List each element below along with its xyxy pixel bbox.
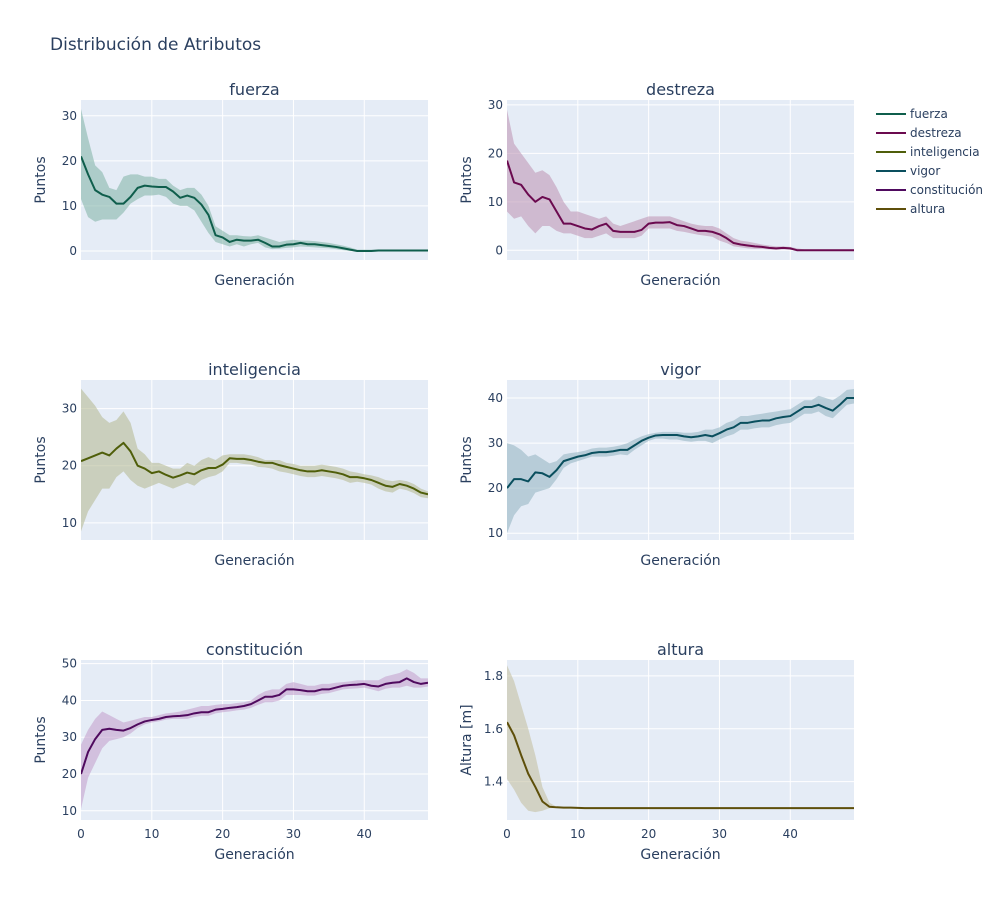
y-tick-label: 20 (488, 146, 503, 160)
subplot-title: inteligencia (208, 360, 301, 379)
subplot-title: altura (657, 640, 704, 659)
legend-label: fuerza (910, 107, 948, 121)
y-tick-label: 30 (488, 98, 503, 112)
subplot-title: constitución (206, 640, 303, 659)
y-tick-label: 40 (488, 391, 503, 405)
y-tick-label: 10 (488, 526, 503, 540)
y-tick-label: 30 (62, 730, 77, 744)
x-tick-label: 10 (144, 827, 159, 841)
y-tick-label: 1.8 (484, 669, 503, 683)
x-axis-title: Generación (640, 847, 720, 863)
subplot-grid: 0102030fuerzaGeneraciónPuntos0102030dest… (33, 80, 854, 863)
y-axis-title: Puntos (33, 716, 49, 763)
series-line-vigor (507, 397, 854, 489)
y-axis-title: Puntos (33, 156, 49, 203)
x-tick-label: 30 (712, 827, 727, 841)
y-tick-label: 0 (495, 243, 503, 257)
series-line-fuerza (81, 155, 428, 252)
x-axis-title: Generación (214, 273, 294, 289)
legend-label: constitución (910, 183, 983, 197)
y-tick-label: 10 (62, 804, 77, 818)
subplot-destreza: 0 10 20 30 destreza Generación Puntos (459, 80, 854, 289)
figure-title: Distribución de Atributos (50, 35, 261, 55)
y-tick-label: 50 (62, 657, 77, 671)
plot-area (507, 100, 854, 260)
legend-label: vigor (910, 164, 940, 178)
x-tick-label: 20 (641, 827, 656, 841)
y-tick-label: 0 (69, 244, 77, 258)
series-line-destreza (507, 160, 854, 252)
y-tick-label: 10 (62, 199, 77, 213)
confidence-band-vigor (507, 389, 854, 534)
x-axis-title: Generación (214, 847, 294, 863)
y-tick-label: 20 (488, 481, 503, 495)
series-line-constitucion (81, 677, 428, 775)
confidence-band-destreza (507, 109, 854, 251)
x-axis-title: Generación (640, 273, 720, 289)
series-line-inteligencia (81, 441, 428, 496)
y-tick-label: 30 (62, 402, 77, 416)
legend-label: inteligencia (910, 145, 980, 159)
y-tick-label: 30 (488, 436, 503, 450)
confidence-band-fuerza (81, 109, 428, 251)
y-tick-label: 20 (62, 459, 77, 473)
x-tick-label: 40 (783, 827, 798, 841)
subplot-title: destreza (646, 80, 715, 99)
y-axis-title: Puntos (459, 436, 475, 483)
y-tick-label: 20 (62, 767, 77, 781)
x-axis-title: Generación (640, 553, 720, 569)
y-tick-label: 30 (62, 109, 77, 123)
x-tick-label: 0 (503, 827, 511, 841)
series-line-altura (507, 721, 854, 810)
subplot-altura: 1.4 1.6 1.8 0 10 20 30 40 altura Generación Altura… (459, 640, 854, 863)
subplot-vigor: 10 20 30 40 vigor Generación Puntos (459, 360, 854, 569)
y-axis-title: Altura [m] (459, 704, 475, 775)
subplot-fuerza: 0 10 20 30 fuerza Generación Puntos (33, 80, 428, 289)
y-tick-label: 40 (62, 693, 77, 707)
x-axis-title: Generación (214, 553, 294, 569)
x-tick-label: 40 (357, 827, 372, 841)
legend-label: altura (910, 202, 945, 216)
y-axis-title: Puntos (33, 436, 49, 483)
plot-area (507, 660, 854, 820)
legend[interactable]: fuerza destreza inteligencia vigor constituc… (876, 107, 983, 216)
legend-item-fuerza[interactable]: fuerza (876, 107, 948, 121)
y-tick-label: 10 (488, 195, 503, 209)
y-tick-label: 1.4 (484, 775, 503, 789)
legend-item-destreza[interactable]: destreza (876, 126, 962, 140)
confidence-band-altura (507, 665, 854, 813)
y-axis-title: Puntos (459, 156, 475, 203)
x-tick-label: 30 (286, 827, 301, 841)
legend-item-constitucion[interactable]: constitución (876, 183, 983, 197)
x-tick-label: 0 (77, 827, 85, 841)
legend-item-inteligencia[interactable]: inteligencia (876, 145, 980, 159)
subplot-title: vigor (660, 360, 701, 379)
x-tick-label: 10 (570, 827, 585, 841)
y-tick-label: 1.6 (484, 722, 503, 736)
legend-item-altura[interactable]: altura (876, 202, 945, 216)
legend-label: destreza (910, 126, 962, 140)
subplot-title: fuerza (229, 80, 279, 99)
subplot-inteligencia: 10 20 30 inteligencia Generación Puntos (33, 360, 428, 569)
y-tick-label: 20 (62, 154, 77, 168)
legend-item-vigor[interactable]: vigor (876, 164, 940, 178)
y-tick-label: 10 (62, 516, 77, 530)
x-tick-label: 20 (215, 827, 230, 841)
